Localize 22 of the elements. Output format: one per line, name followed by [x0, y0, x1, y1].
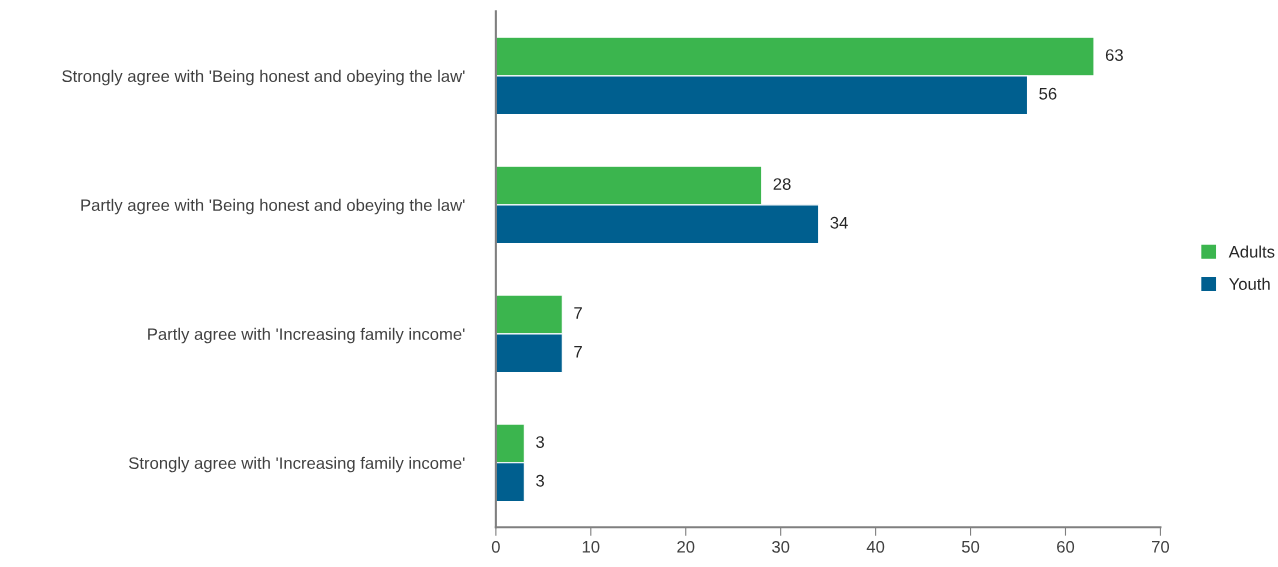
legend-label: Youth	[1229, 277, 1270, 290]
data-label: 34	[830, 216, 848, 229]
y-tick-label: Partly agree with 'Being honest and obeying the law'	[81, 198, 465, 215]
x-tick-label: 30	[772, 540, 790, 553]
x-tick-label: 60	[1057, 540, 1075, 553]
x-tick-label: 20	[677, 540, 695, 553]
x-tick-label: 70	[1152, 540, 1170, 553]
x-tick-label: 0	[491, 540, 500, 553]
y-tick-label: Strongly agree with 'Increasing family income'	[129, 456, 465, 473]
data-label: 3	[536, 436, 544, 448]
data-label: 7	[574, 346, 582, 358]
data-label: 7	[574, 307, 582, 319]
x-tick-label: 50	[961, 540, 980, 553]
data-label: 56	[1039, 87, 1057, 100]
x-tick-label: 40	[866, 540, 885, 553]
data-label: 28	[773, 178, 791, 190]
legend-label: Adults	[1228, 245, 1275, 258]
data-label: 63	[1105, 49, 1123, 61]
y-tick-label: Partly agree with 'Increasing family income'	[148, 327, 465, 344]
x-tick-label: 10	[582, 540, 600, 553]
data-label: 3	[536, 474, 544, 487]
y-tick-label: Strongly agree with 'Being honest and obeying the law'	[62, 69, 465, 86]
